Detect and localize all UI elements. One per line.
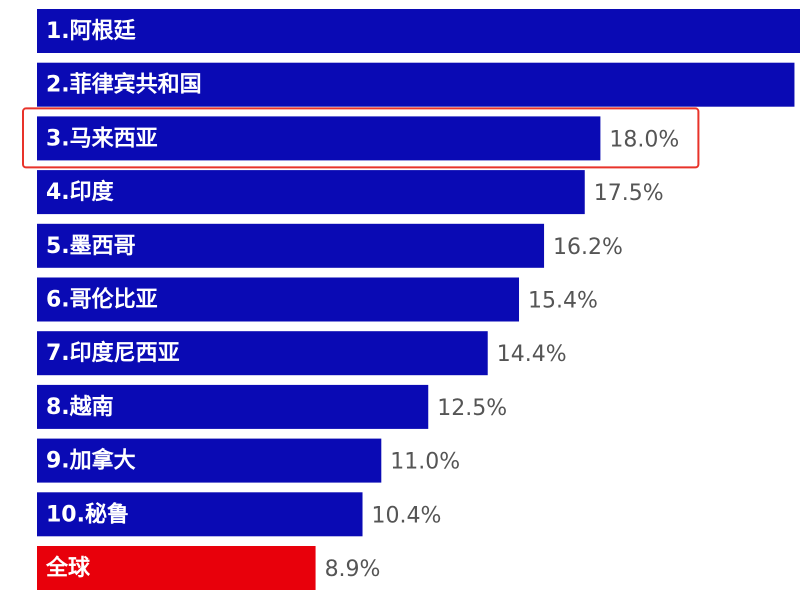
bar: [37, 438, 382, 483]
value-label: 8.9%: [325, 557, 381, 582]
bar: [37, 62, 795, 107]
bar: [37, 492, 363, 537]
bar: [37, 9, 800, 53]
category-label: 2.菲律宾共和国: [46, 72, 202, 98]
category-label: 10.秘鲁: [46, 501, 129, 527]
bar: [37, 546, 316, 590]
bar: [37, 170, 585, 215]
value-label: 15.4%: [528, 289, 598, 314]
category-label: 1.阿根廷: [46, 19, 137, 44]
highlight-box: [22, 107, 700, 169]
value-label: 16.2%: [553, 235, 623, 260]
category-label: 6.哥伦比亚: [46, 287, 158, 313]
category-label: 3.马来西亚: [46, 126, 158, 151]
bar: [37, 384, 429, 429]
value-label: 11.0%: [390, 450, 460, 475]
bar: [37, 277, 520, 322]
bar: [37, 331, 488, 376]
category-label: 9.加拿大: [46, 448, 136, 474]
category-label: 8.越南: [46, 395, 114, 420]
value-label: 10.4%: [372, 503, 442, 528]
category-label: 5.墨西哥: [46, 234, 136, 259]
value-label: 17.5%: [594, 181, 664, 206]
category-label: 4.印度: [46, 179, 115, 205]
value-label: 12.5%: [437, 396, 507, 421]
bar: [37, 116, 601, 161]
value-label: 18.0%: [609, 127, 679, 152]
value-label: 14.4%: [497, 342, 567, 367]
category-label: 7.印度尼西亚: [46, 340, 180, 366]
category-label: 全球: [45, 555, 91, 581]
bar: [37, 223, 545, 268]
